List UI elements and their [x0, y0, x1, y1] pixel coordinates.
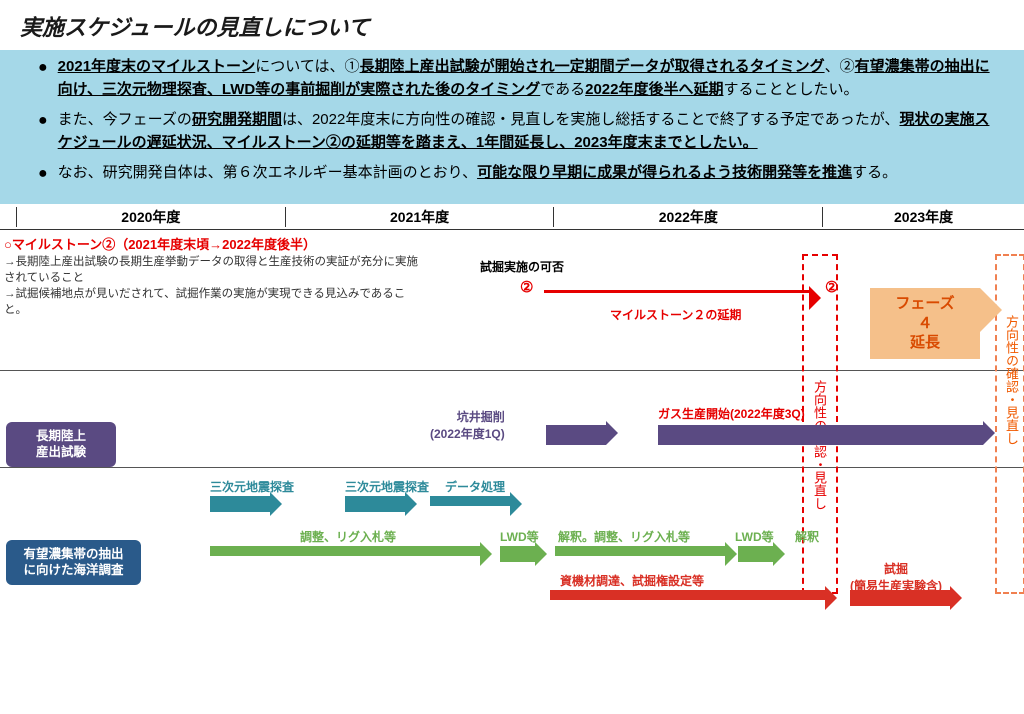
vtext-2: 方向性の確認・見直し: [1002, 315, 1021, 445]
bar-kaishaku1: [555, 546, 725, 556]
bullet-marker: ●: [38, 162, 48, 186]
milestone-title: ○マイルストーン②（2021年度末頃→2022年度後半）: [4, 236, 420, 254]
gantt-area: ○マイルストーン②（2021年度末頃→2022年度後半） →長期陸上産出試験の長…: [0, 230, 1024, 600]
year-2021: 2021年度: [285, 207, 554, 227]
page-title: 実施スケジュールの見直しについて: [0, 0, 1024, 50]
row-offshore: 有望濃集帯の抽出 に向けた海洋調査: [6, 540, 141, 585]
bullet-2-text: また、今フェーズの研究開発期間は、2022年度末に方向性の確認・見直しを実施し総…: [58, 109, 1004, 154]
year-2022: 2022年度: [553, 207, 822, 227]
label-gas: ガス生産開始(2022年度3Q): [658, 405, 805, 422]
phase4-text: フェーズ４ 延長: [895, 295, 954, 351]
bar-shikutsu: [850, 590, 950, 606]
label-dataproc: データ処理: [445, 478, 505, 495]
label-kaishaku2: 解釈: [795, 528, 819, 545]
bar-chousei1: [210, 546, 480, 556]
label-ms2delay: マイルストーン２の延期: [610, 306, 741, 323]
label-kaishaku1: 解釈。調整、リグ入札等: [558, 528, 690, 545]
circled-2a: ②: [520, 278, 533, 296]
bar-lwd2: [738, 546, 773, 562]
label-shiken: 試掘実施の可否: [480, 258, 564, 275]
label-kouisei: 坑井掘削 (2022年度1Q): [430, 408, 505, 442]
vtext-1: 方向性の確認・見直し: [810, 380, 829, 510]
bar-gas: [658, 425, 983, 445]
bar-seis2: [345, 496, 405, 512]
bar-kouisei: [546, 425, 606, 445]
bullet-1: ● 2021年度末のマイルストーンについては、①長期陸上産出試験が開始され一定期…: [20, 56, 1004, 101]
bullet-2: ● また、今フェーズの研究開発期間は、2022年度末に方向性の確認・見直しを実施…: [20, 109, 1004, 154]
milestone-note-2: →試掘候補地点が見いだされて、試掘作業の実施が実現できる見込みであること。: [4, 286, 420, 318]
phase4-box: フェーズ４ 延長: [870, 288, 980, 359]
gantt-hr-1: [0, 370, 1024, 371]
gantt-hr-2: [0, 467, 1024, 468]
bullet-marker: ●: [38, 109, 48, 133]
row-onshore: 長期陸上 産出試験: [6, 422, 116, 467]
milestone-text: ○マイルストーン②（2021年度末頃→2022年度後半） →長期陸上産出試験の長…: [0, 236, 420, 319]
bullet-3: ● なお、研究開発自体は、第６次エネルギー基本計画のとおり、可能な限り早期に成果…: [20, 162, 1004, 186]
label-zaishiki: 資機材調達、試掘権設定等: [560, 572, 704, 589]
bullet-panel: ● 2021年度末のマイルストーンについては、①長期陸上産出試験が開始され一定期…: [0, 50, 1024, 204]
milestone-note-1: →長期陸上産出試験の長期生産挙動データの取得と生産技術の実証が充分に実施されてい…: [4, 254, 420, 286]
label-lwd1: LWD等: [500, 528, 539, 545]
bullet-3-text: なお、研究開発自体は、第６次エネルギー基本計画のとおり、可能な限り早期に成果が得…: [58, 162, 1004, 185]
label-lwd2: LWD等: [735, 528, 774, 545]
year-2020: 2020年度: [16, 207, 285, 227]
bar-zaishiki: [550, 590, 825, 600]
milestone2-arrow: [544, 290, 809, 293]
bar-dataproc: [430, 496, 510, 506]
label-chousei1: 調整、リグ入札等: [300, 528, 396, 545]
bullet-marker: ●: [38, 56, 48, 80]
bullet-1-text: 2021年度末のマイルストーンについては、①長期陸上産出試験が開始され一定期間デ…: [58, 56, 1004, 101]
bar-lwd1: [500, 546, 535, 562]
timeline-header: 2020年度 2021年度 2022年度 2023年度: [0, 204, 1024, 230]
bar-seis1: [210, 496, 270, 512]
year-2023: 2023年度: [822, 207, 1024, 227]
label-shikutsu: 試掘 (簡易生産実験含): [850, 560, 942, 594]
